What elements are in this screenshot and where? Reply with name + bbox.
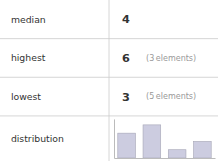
baseline: [115, 158, 216, 159]
row-label: highest: [11, 52, 46, 63]
y-axis: [114, 119, 115, 158]
row-value: 3: [122, 91, 130, 104]
table-lines: [0, 0, 218, 161]
row-value: 6: [122, 52, 130, 65]
row-note: (3 elements): [146, 54, 196, 63]
row-label: distribution: [11, 133, 64, 144]
row-value: 4: [122, 13, 130, 26]
x-axis: [115, 158, 216, 160]
bars: [118, 125, 211, 158]
table-texts: median 4 highest 6 (3 elements) lowest 3 (5 ele…: [11, 13, 196, 143]
row-note: (5 elements): [146, 92, 196, 101]
bar: [194, 141, 212, 158]
row-label: median: [11, 14, 46, 25]
bar: [143, 125, 161, 158]
bar: [168, 150, 186, 158]
y-axis-line: [114, 119, 115, 158]
bar: [118, 133, 136, 158]
column-divider: [109, 0, 110, 161]
row-label: lowest: [11, 91, 41, 102]
chart: median 4 highest 6 (3 elements) lowest 3 (5 ele…: [0, 0, 218, 161]
